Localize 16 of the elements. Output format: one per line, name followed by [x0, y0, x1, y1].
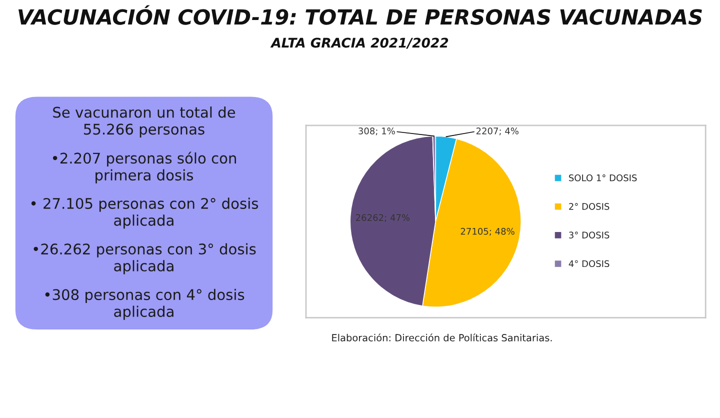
text: •26.262 personas con 3° dosis aplicada — [34, 243, 256, 274]
data-label: 2207; 4% — [476, 128, 518, 136]
data-label: 308; 1% — [358, 128, 395, 136]
legend-label: 4° DOSIS — [568, 260, 610, 268]
legend-label: SOLO 1° DOSIS — [569, 174, 637, 182]
data-label: 26262; 47% — [356, 214, 410, 222]
legend-label: 3° DOSIS — [569, 232, 610, 238]
chart-title: VACUNACIÓN COVID-19: TOTAL DE PERSONAS VACUNADAS — [18, 5, 702, 25]
text: Elaboración: Dirección de Políticas Sanitarias. — [332, 333, 552, 342]
text: •308 personas con 4° dosis aplicada — [45, 288, 244, 320]
text: Se vacunaron un total de 55.266 personas — [53, 106, 236, 138]
text: •2.207 personas sólo con primera dosis — [52, 152, 236, 184]
legend-label: 2° DOSIS — [569, 203, 610, 210]
text: • 27.105 personas con 2° dosis aplicada — [31, 198, 258, 229]
data-label: 27105; 48% — [460, 228, 514, 236]
chart-subtitle: ALTA GRACIA 2021/2022 — [270, 38, 448, 49]
